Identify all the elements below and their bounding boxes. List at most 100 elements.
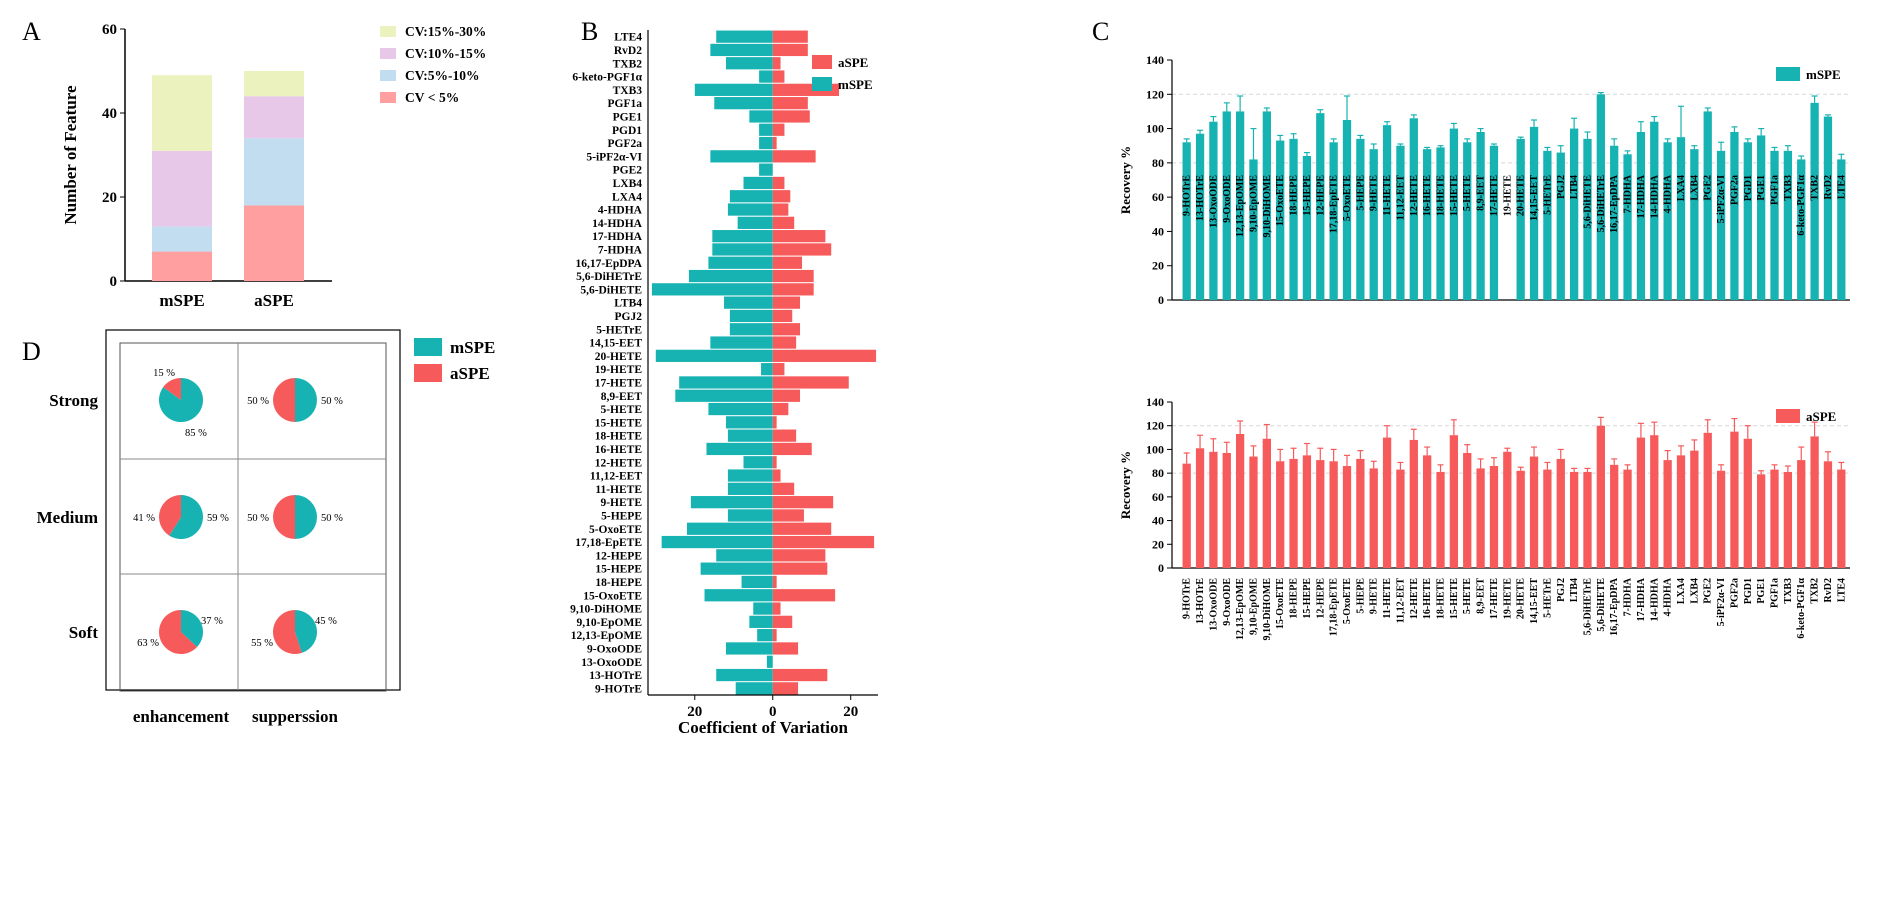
c-bar-15: [1382, 125, 1392, 301]
b-bar-aspe-39: [772, 549, 826, 562]
d-column-label: enhancement: [133, 707, 230, 726]
b-bar-aspe-7: [772, 123, 785, 136]
b-category-label: 9-HOTrE: [595, 683, 642, 695]
b-bar-aspe-9: [772, 150, 816, 163]
d-pie-slice-mspe: [159, 378, 204, 423]
b-bar-mspe-18: [688, 269, 773, 283]
panel-a-stacked-bar-chart: 0 20 40 60 Number of Feature mSPE aSPE CV:15%-3…: [61, 22, 486, 310]
b-category-label: 5-iPF2α-VI: [586, 151, 642, 163]
c-bar-15: [1382, 437, 1392, 568]
b-bar-mspe-42: [704, 589, 773, 602]
b-bar-mspe-22: [729, 323, 773, 336]
b-bar-mspe-25: [761, 363, 773, 376]
c-bar-24: [1503, 451, 1512, 568]
b-category-label: 5-OxoETE: [589, 524, 642, 536]
c-bar-23: [1489, 145, 1499, 300]
c-bar-49: [1837, 159, 1846, 300]
d-pie-label-aspe: 15 %: [153, 368, 175, 379]
c-bar-46: [1797, 159, 1806, 300]
b-bar-mspe-13: [727, 203, 773, 216]
b-bar-mspe-3: [759, 70, 773, 83]
c-y-tick-label: 100: [1146, 442, 1164, 456]
d-pie-label-mspe: 37 %: [201, 616, 223, 627]
b-bar-aspe-49: [772, 682, 799, 695]
b-bar-mspe-14: [737, 216, 773, 229]
b-bar-mspe-4: [694, 83, 773, 96]
c-x-tick-label: 4-HDHA: [1663, 577, 1674, 616]
c-bar-49: [1837, 469, 1846, 568]
b-bar-aspe-18: [772, 269, 814, 283]
d-legend-label: mSPE: [450, 338, 495, 357]
c-bar-35: [1650, 435, 1659, 568]
b-bar-aspe-46: [772, 642, 799, 655]
panel-label-d: D: [22, 337, 41, 366]
b-bar-aspe-1: [772, 43, 808, 57]
a-legend-swatch: [380, 26, 396, 37]
c-y-tick-label: 0: [1158, 561, 1164, 575]
c-bar-16: [1396, 145, 1405, 300]
c-x-tick-label: 9,10-DiHOME: [1262, 578, 1273, 641]
a-bar-mSPE-3: [152, 75, 212, 151]
b-bar-aspe-43: [772, 602, 781, 615]
c-x-tick-label: 6-keto-PGF1α: [1796, 578, 1807, 639]
panel-label-a: A: [22, 17, 41, 46]
c-bar-7: [1276, 140, 1285, 300]
c-x-tick-label: 5-HETrE: [1542, 578, 1553, 618]
d-pie-label-mspe: 59 %: [207, 513, 229, 524]
c-x-tick-label: 16-HETE: [1422, 175, 1433, 216]
a-bar-aSPE-3: [244, 71, 304, 97]
b-bar-mspe-35: [690, 496, 773, 509]
b-category-label: PGD1: [612, 125, 642, 137]
c-x-tick-label: 4-HDHA: [1663, 174, 1674, 213]
b-bar-mspe-47: [766, 655, 773, 668]
c-bar-36: [1663, 142, 1672, 300]
b-category-label: 15-HEPE: [595, 564, 642, 576]
b-category-label: 14-HDHA: [592, 218, 643, 230]
c-x-tick-label: PGE2: [1703, 578, 1714, 604]
c-bar-43: [1757, 474, 1766, 568]
c-bar-31: [1596, 425, 1605, 568]
c-y-tick-label: 40: [1152, 224, 1164, 238]
b-bar-aspe-19: [772, 283, 814, 296]
a-bar-mSPE-1: [152, 226, 212, 252]
b-bar-aspe-2: [772, 57, 781, 70]
c-x-tick-label: 15-HEPE: [1302, 175, 1313, 216]
c-y-tick-label: 80: [1152, 466, 1164, 480]
b-category-label: 11-HETE: [595, 484, 642, 496]
b-bar-aspe-5: [772, 97, 808, 110]
c-legend-label: mSPE: [1806, 67, 1841, 82]
c-bar-18: [1423, 455, 1432, 568]
b-category-label: 16,17-EpDPA: [575, 258, 642, 270]
b-bar-aspe-23: [772, 336, 797, 349]
b-bar-mspe-23: [710, 336, 773, 349]
c-bar-39: [1703, 111, 1712, 300]
c-x-tick-label: 12-HEPE: [1315, 578, 1326, 619]
c-x-tick-label: 5,6-DiHETrE: [1582, 578, 1593, 636]
panel-c-aspe-recovery-chart: 0 20 40 60 80 100 120 140 Recovery % 9-HOTrE 13-HO…: [1118, 395, 1850, 641]
c-bar-25: [1516, 138, 1525, 300]
a-y-axis-title: Number of Feature: [61, 85, 80, 225]
a-bar-mSPE-0: [152, 251, 212, 281]
b-bar-aspe-22: [772, 323, 801, 336]
c-bar-13: [1356, 138, 1365, 300]
a-y-tick-label: 60: [102, 22, 117, 38]
b-bar-aspe-29: [772, 416, 777, 429]
b-category-label: 5-HETrE: [596, 324, 642, 336]
b-category-label: 4-HDHA: [598, 205, 643, 217]
c-x-tick-label: 9-HETE: [1369, 578, 1380, 614]
c-y-tick-label: 20: [1152, 259, 1164, 273]
c-bar-38: [1690, 450, 1699, 568]
d-pie-slice-aspe: [272, 495, 295, 539]
b-bar-mspe-17: [708, 256, 773, 269]
b-bar-mspe-31: [706, 442, 773, 456]
c-bar-19: [1436, 147, 1445, 300]
b-bar-mspe-37: [686, 522, 773, 535]
b-bar-aspe-44: [772, 615, 793, 628]
c-x-tick-label: 20-HETE: [1516, 578, 1527, 619]
b-bar-aspe-6: [772, 110, 810, 123]
c-bar-32: [1610, 145, 1619, 300]
a-legend-swatch: [380, 92, 396, 103]
c-bar-9: [1302, 156, 1312, 300]
c-bar-28: [1556, 458, 1565, 568]
b-bar-mspe-12: [729, 190, 773, 203]
